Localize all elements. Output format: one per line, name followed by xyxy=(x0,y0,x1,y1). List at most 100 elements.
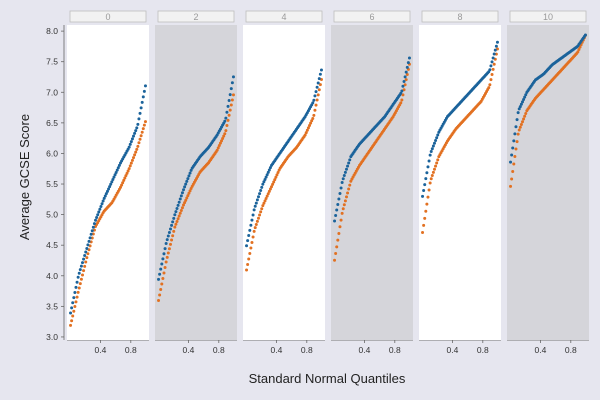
point-orange xyxy=(220,139,224,143)
point-blue xyxy=(135,126,139,130)
point-blue xyxy=(170,223,174,227)
point-blue xyxy=(490,60,494,64)
point-orange xyxy=(512,162,516,166)
point-blue xyxy=(488,68,492,72)
point-blue xyxy=(172,216,176,220)
point-blue xyxy=(337,197,341,201)
point-blue xyxy=(84,250,88,254)
point-orange xyxy=(73,305,77,309)
x-tick-label: 0.4 xyxy=(94,345,106,355)
point-blue xyxy=(167,231,171,234)
point-orange xyxy=(172,229,176,233)
point-orange xyxy=(166,251,170,255)
point-orange xyxy=(517,128,521,132)
point-blue xyxy=(423,183,427,187)
point-orange xyxy=(252,229,256,233)
point-orange xyxy=(143,120,147,124)
x-tick-label: 0.8 xyxy=(125,345,137,355)
facet-panel-4: 4 0.4 0.8 xyxy=(243,10,325,355)
point-blue xyxy=(101,199,105,203)
point-blue xyxy=(173,213,177,217)
point-blue xyxy=(189,168,193,172)
point-blue xyxy=(175,207,179,210)
point-blue xyxy=(107,187,111,191)
point-orange xyxy=(249,246,253,250)
point-blue xyxy=(312,98,316,102)
point-blue xyxy=(158,272,162,276)
point-blue xyxy=(85,246,89,250)
point-blue xyxy=(495,40,499,44)
point-blue xyxy=(319,68,323,72)
point-orange xyxy=(87,248,91,252)
x-tick-label: 0.4 xyxy=(182,345,194,355)
point-blue xyxy=(108,185,112,189)
y-axis-label: Average GCSE Score xyxy=(17,114,32,240)
point-orange xyxy=(231,93,235,97)
point-orange xyxy=(318,83,322,87)
x-tick-label: 0.4 xyxy=(534,345,546,355)
point-orange xyxy=(142,123,146,127)
point-orange xyxy=(259,210,263,214)
y-tick-label: 6.5 xyxy=(46,118,58,128)
x-axis-label: Standard Normal Quantiles xyxy=(249,371,406,386)
point-orange xyxy=(140,130,144,134)
point-orange xyxy=(405,72,409,76)
point-blue xyxy=(104,192,108,196)
panels: 0 0.4 0.8 2 0.4 0.8 4 0.4 0.8 6 0.4 0.8 8 0.4 0.8 10 0.4… xyxy=(67,10,589,355)
point-blue xyxy=(185,179,189,183)
point-blue xyxy=(421,194,425,198)
point-orange xyxy=(428,181,432,185)
point-orange xyxy=(84,260,88,264)
point-orange xyxy=(427,188,431,192)
point-blue xyxy=(177,200,181,204)
point-orange xyxy=(70,319,74,323)
point-orange xyxy=(335,245,339,249)
point-blue xyxy=(114,170,118,174)
point-blue xyxy=(133,131,137,135)
point-blue xyxy=(431,144,435,148)
point-orange xyxy=(400,98,404,102)
point-orange xyxy=(430,174,434,178)
facet-strip xyxy=(509,10,587,23)
point-blue xyxy=(94,218,98,222)
point-orange xyxy=(488,83,492,87)
point-orange xyxy=(510,177,514,181)
point-blue xyxy=(263,177,267,181)
point-orange xyxy=(309,121,313,125)
point-blue xyxy=(341,177,345,181)
point-blue xyxy=(141,95,145,99)
point-blue xyxy=(313,94,317,98)
point-orange xyxy=(83,264,87,268)
point-blue xyxy=(95,216,99,220)
point-blue xyxy=(105,189,109,193)
point-blue xyxy=(100,202,104,206)
point-blue xyxy=(187,174,191,178)
point-orange xyxy=(180,206,184,210)
point-orange xyxy=(314,103,318,107)
facet-strip-label: 8 xyxy=(457,12,462,22)
point-orange xyxy=(218,141,222,145)
point-blue xyxy=(75,280,79,284)
point-blue xyxy=(137,117,141,121)
point-blue xyxy=(399,91,403,95)
point-blue xyxy=(252,208,256,212)
point-orange xyxy=(188,189,192,193)
point-orange xyxy=(79,277,83,281)
point-orange xyxy=(276,171,280,175)
point-orange xyxy=(250,240,254,244)
facet-strip xyxy=(245,10,323,23)
point-blue xyxy=(88,236,92,240)
point-blue xyxy=(176,203,180,207)
point-blue xyxy=(403,75,407,79)
point-orange xyxy=(160,282,164,286)
point-blue xyxy=(422,188,426,192)
point-orange xyxy=(158,293,162,297)
point-blue xyxy=(230,81,234,85)
point-blue xyxy=(112,175,116,179)
facet-strip-label: 4 xyxy=(281,12,286,22)
point-orange xyxy=(490,73,494,77)
point-blue xyxy=(401,84,405,88)
point-blue xyxy=(111,178,115,182)
point-blue xyxy=(343,170,347,174)
point-blue xyxy=(73,291,77,295)
